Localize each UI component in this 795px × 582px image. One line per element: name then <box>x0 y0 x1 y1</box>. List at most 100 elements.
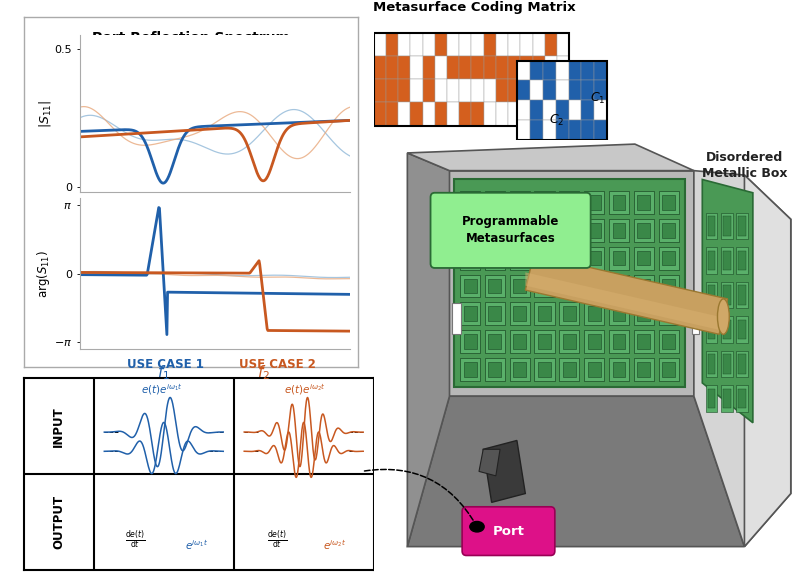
Bar <box>563 251 576 265</box>
Bar <box>723 285 731 304</box>
Bar <box>708 216 716 236</box>
Bar <box>584 219 604 242</box>
Bar <box>595 100 607 120</box>
Bar <box>517 61 529 80</box>
Polygon shape <box>479 449 500 476</box>
Bar <box>563 307 576 321</box>
Bar <box>398 33 410 56</box>
Bar <box>508 33 520 56</box>
Bar <box>557 102 569 126</box>
Bar <box>374 33 569 126</box>
Bar <box>736 316 748 343</box>
Bar <box>496 33 508 56</box>
Bar <box>460 102 471 126</box>
Bar <box>543 100 556 120</box>
Bar <box>612 334 626 349</box>
Bar <box>496 79 508 102</box>
Bar <box>584 191 604 214</box>
Bar <box>517 80 529 100</box>
Text: OUTPUT: OUTPUT <box>52 495 65 549</box>
Bar <box>662 223 675 237</box>
Bar <box>556 80 568 100</box>
Bar <box>460 191 480 214</box>
Bar <box>510 191 529 214</box>
Bar <box>508 102 520 126</box>
Polygon shape <box>407 396 744 546</box>
Bar <box>538 223 551 237</box>
Bar <box>374 102 386 126</box>
Bar <box>721 282 733 308</box>
Bar <box>634 275 653 297</box>
Polygon shape <box>483 441 525 502</box>
Bar <box>723 216 731 236</box>
Bar <box>538 307 551 321</box>
Bar <box>517 61 607 140</box>
Bar <box>545 33 557 56</box>
Ellipse shape <box>717 299 729 334</box>
Bar <box>638 307 650 321</box>
Bar <box>514 334 526 349</box>
FancyBboxPatch shape <box>462 507 555 555</box>
Bar <box>543 120 556 140</box>
Bar <box>557 79 569 102</box>
Bar <box>634 358 653 381</box>
Bar <box>483 33 496 56</box>
Bar <box>612 279 626 293</box>
Bar <box>463 196 476 210</box>
Polygon shape <box>454 179 685 388</box>
Bar <box>386 79 398 102</box>
Bar <box>529 120 543 140</box>
Bar <box>533 79 545 102</box>
Bar <box>517 100 529 120</box>
Bar <box>423 102 435 126</box>
Bar <box>374 33 386 56</box>
Text: $e^{i\omega_1 t}$: $e^{i\omega_1 t}$ <box>184 538 208 552</box>
Bar <box>568 80 581 100</box>
Bar <box>723 251 731 270</box>
Bar <box>563 334 576 349</box>
Bar <box>520 102 533 126</box>
Bar <box>609 247 629 269</box>
Bar <box>588 362 600 377</box>
Bar <box>529 80 543 100</box>
Bar <box>463 251 476 265</box>
Bar <box>638 279 650 293</box>
Bar <box>534 358 555 381</box>
Text: USE CASE 1: USE CASE 1 <box>127 359 204 371</box>
Bar <box>559 275 580 297</box>
Bar <box>588 334 600 349</box>
Bar <box>721 351 733 377</box>
Bar <box>706 212 717 239</box>
Bar <box>706 316 717 343</box>
Bar <box>435 102 447 126</box>
Bar <box>634 191 653 214</box>
Bar <box>568 120 581 140</box>
Bar <box>708 354 716 374</box>
Bar <box>510 247 529 269</box>
Bar <box>706 247 717 274</box>
Text: $e^{i\omega_2 t}$: $e^{i\omega_2 t}$ <box>323 538 347 552</box>
Bar <box>514 362 526 377</box>
Bar <box>609 358 629 381</box>
Bar <box>609 275 629 297</box>
Bar <box>736 282 748 308</box>
Text: INPUT: INPUT <box>52 406 65 447</box>
Bar <box>581 120 595 140</box>
Bar <box>588 279 600 293</box>
Bar <box>488 223 502 237</box>
Bar <box>520 33 533 56</box>
Bar <box>410 56 423 79</box>
Bar <box>612 196 626 210</box>
Bar <box>612 307 626 321</box>
Text: $f_2$: $f_2$ <box>257 364 270 382</box>
Bar <box>485 358 505 381</box>
Bar <box>534 247 555 269</box>
Bar <box>485 303 505 325</box>
Bar <box>559 330 580 353</box>
Bar <box>595 120 607 140</box>
Bar <box>545 56 557 79</box>
Bar <box>543 61 556 80</box>
Bar <box>485 330 505 353</box>
Bar <box>662 307 675 321</box>
Bar <box>634 247 653 269</box>
